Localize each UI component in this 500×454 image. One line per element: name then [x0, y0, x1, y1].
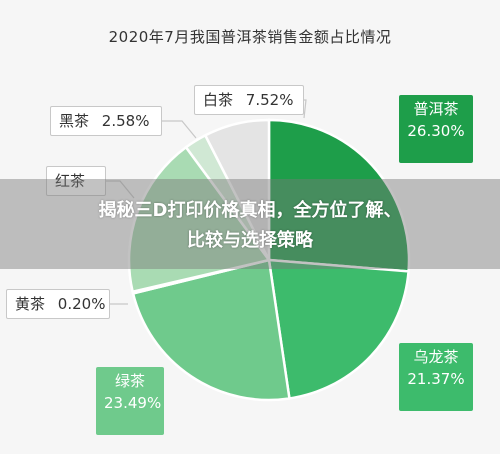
callout-green-name: 绿茶: [114, 372, 145, 390]
banner-line-1: 揭秘三D打印价格真相，全方位了解、: [98, 200, 402, 221]
callout-dark-pct: 2.58%: [101, 112, 150, 130]
callout-green-pct: 23.49%: [104, 394, 162, 412]
leader-line-2: [106, 180, 135, 199]
callout-white-pct: 7.52%: [245, 91, 294, 109]
callout-oolong: 乌龙茶 21.37%: [399, 343, 473, 411]
callout-oolong-name: 乌龙茶: [413, 348, 459, 366]
callout-red-name: 红茶: [55, 172, 86, 190]
callout-oolong-pct: 21.37%: [407, 370, 465, 388]
callout-puer-name: 普洱茶: [413, 100, 459, 118]
callout-puer-pct: 26.30%: [407, 122, 465, 140]
pie-slice-2: [131, 258, 291, 402]
callout-green: 绿茶 23.49%: [96, 367, 164, 435]
leader-line-1: [303, 99, 307, 119]
callout-white: 白茶 7.52%: [194, 85, 304, 115]
callout-yellow: 黄茶 0.20%: [6, 289, 110, 319]
pie-slice-4: [127, 145, 272, 294]
callout-white-name: 白茶: [203, 91, 234, 109]
pie-slice-0: [267, 118, 411, 273]
banner-line-2: 比较与选择策略: [187, 230, 313, 251]
callout-yellow-pct: 0.20%: [57, 295, 106, 313]
callout-puer: 普洱茶 26.30%: [399, 95, 473, 163]
pie-slice-6: [203, 118, 271, 261]
callout-red: 红茶: [46, 166, 106, 196]
overlay-banner: [0, 179, 500, 269]
chart-title: 2020年7月我国普洱茶销售金额占比情况: [108, 28, 392, 46]
banner-headline: 揭秘三D打印价格真相，全方位了解、 比较与选择策略: [0, 196, 500, 256]
leader-line-0: [162, 120, 197, 139]
callout-dark: 黑茶 2.58%: [50, 106, 162, 136]
callout-yellow-name: 黄茶: [15, 295, 46, 313]
callout-dark-name: 黑茶: [59, 112, 90, 130]
pie-slice-1: [267, 258, 410, 400]
